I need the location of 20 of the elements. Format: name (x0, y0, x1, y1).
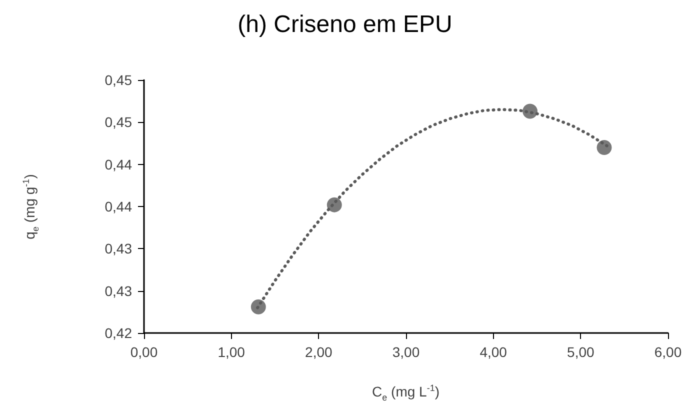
x-tick-label: 0,00 (130, 344, 158, 360)
y-tick-label: 0,44 (104, 198, 132, 214)
point (596, 140, 612, 155)
y-tick-label: 0,44 (104, 156, 132, 172)
x-tick-label: 6,00 (654, 344, 682, 360)
x-tick-label: 4,00 (480, 344, 508, 360)
x-axis-title: C$_{e}$ (mg L$^{-1}$) (372, 383, 440, 402)
chart-title: (h) Criseno em EPU (236, 11, 454, 39)
x-tick-label: 1,00 (218, 344, 246, 360)
point (522, 104, 538, 119)
point (250, 299, 266, 314)
y-tick-label: 0,42 (104, 325, 132, 341)
y-tick-label: 0,43 (104, 240, 132, 257)
x-tick-label: 3,00 (392, 344, 420, 360)
y-tick-label: 0,45 (104, 72, 132, 88)
x-tick-label: 2,00 (305, 344, 333, 360)
x-tick-label: 5,00 (567, 344, 595, 360)
y-tick-label: 0,45 (104, 114, 132, 130)
y-tick-label: 0,43 (104, 282, 132, 299)
point (326, 197, 342, 212)
